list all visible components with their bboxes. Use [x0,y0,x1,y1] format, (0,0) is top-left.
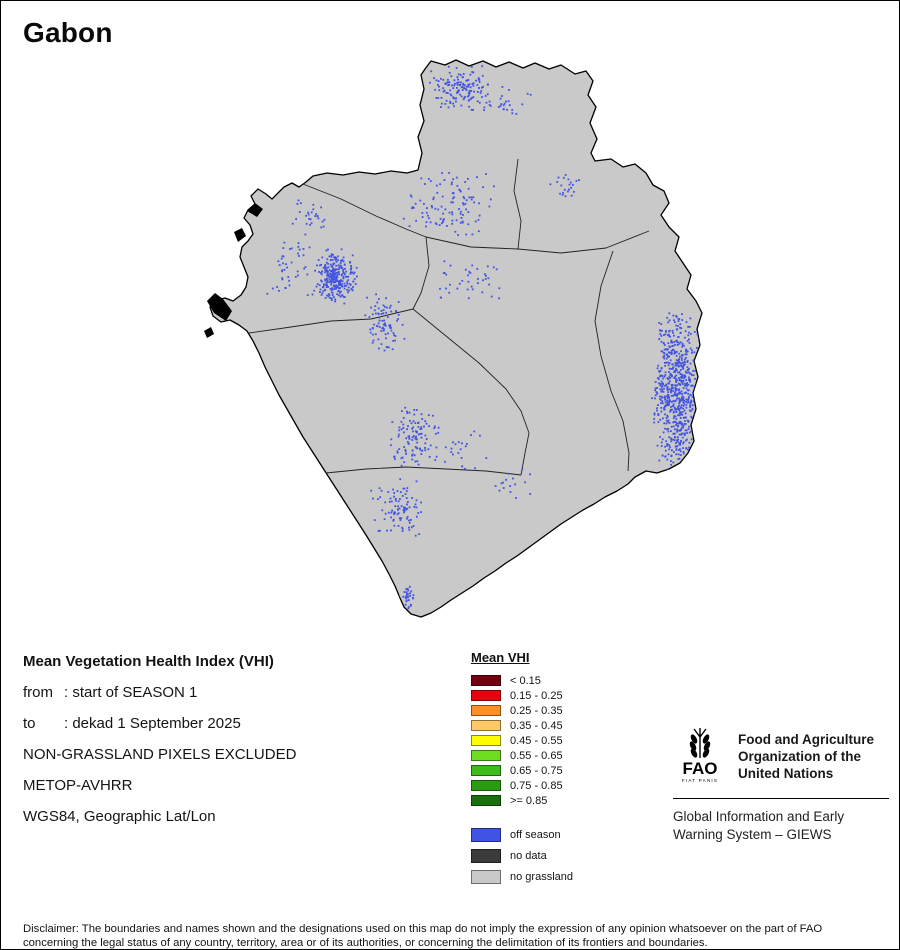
legend-label: no data [510,849,547,862]
legend-row: off season [471,824,573,845]
disclaimer-text: Disclaimer: The boundaries and names sho… [23,923,823,949]
legend-classes: < 0.15 0.15 - 0.25 0.25 - 0.35 0.35 - 0.45 0… [471,673,573,808]
legend-label: 0.65 - 0.75 [510,764,563,777]
legend-swatch [471,827,501,842]
legend-swatch [471,750,501,761]
info-row: from : start of SEASON 1 [23,677,296,708]
info-line: NON-GRASSLAND PIXELS EXCLUDED [23,746,297,763]
legend-label: >= 0.85 [510,794,548,807]
fao-logo-motto: FIAT PANIS [682,778,718,783]
legend-extra: off season no data no grassland [471,824,573,887]
island-shape [234,228,246,242]
off-season-pixels [266,65,702,610]
legend-label: off season [510,828,561,841]
legend-row: 0.45 - 0.55 [471,733,573,748]
map-info-block: Mean Vegetation Health Index (VHI) from:… [23,646,296,832]
province-border [302,183,427,238]
legend-row: 0.15 - 0.25 [471,688,573,703]
legend-label: 0.45 - 0.55 [510,734,563,747]
island-shape [247,203,263,217]
legend-row: >= 0.85 [471,793,573,808]
country-shape [209,59,703,618]
island-shape [204,327,214,338]
legend-swatch [471,690,501,701]
info-line: METOP-AVHRR [23,777,133,794]
legend-title: Mean VHI [471,650,530,665]
info-heading: Mean Vegetation Health Index (VHI) [23,653,274,670]
legend-row: 0.25 - 0.35 [471,703,573,718]
province-border [248,308,414,334]
legend-swatch [471,780,501,791]
fao-logo-icon: FAO FIAT PANIS [682,728,718,783]
legend-label: 0.55 - 0.65 [510,749,563,762]
legend-row: 0.65 - 0.75 [471,763,573,778]
province-border [412,308,530,434]
fao-logo-text: FAO [683,759,718,778]
legend-row: < 0.15 [471,673,573,688]
legend-swatch [471,795,501,806]
info-row-value: : start of SEASON 1 [64,684,198,701]
province-borders [248,158,650,476]
info-row-value: : dekad 1 September 2025 [64,715,241,732]
legend-swatch [471,848,501,863]
fao-org-name: Food and Agriculture Organization of the… [738,732,874,781]
legend-label: 0.75 - 0.85 [510,779,563,792]
legend-swatch [471,705,501,716]
legend-row: no data [471,845,573,866]
province-border [520,432,530,476]
vhi-legend: Mean VHI < 0.15 0.15 - 0.25 0.25 - 0.35 0.3… [471,650,573,887]
page-title: Gabon [23,17,113,48]
province-border [412,236,430,310]
giews-label: Global Information and Early Warning Sys… [673,809,845,842]
legend-swatch [471,765,501,776]
province-border [325,466,522,476]
legend-row: 0.55 - 0.65 [471,748,573,763]
legend-row: no grassland [471,866,573,887]
legend-label: 0.25 - 0.35 [510,704,563,717]
province-border [513,158,522,250]
coastal-islands [204,203,263,338]
legend-label: 0.15 - 0.25 [510,689,563,702]
legend-swatch [471,869,501,884]
info-line: WGS84, Geographic Lat/Lon [23,808,216,825]
legend-swatch [471,720,501,731]
legend-label: < 0.15 [510,674,541,687]
island-shape [207,293,232,321]
fao-header: FAO FIAT PANIS Food and Agriculture Orga… [673,728,889,786]
info-row-label: to [23,715,36,732]
info-rows: from : start of SEASON 1 to : dekad 1 Septe… [23,677,296,832]
legend-swatch [471,675,501,686]
info-row-label: from [23,684,53,701]
gabon-map [204,59,703,618]
province-border [425,230,650,254]
province-border [594,250,630,472]
legend-label: 0.35 - 0.45 [510,719,563,732]
legend-swatch [471,735,501,746]
footer-divider [673,798,889,799]
legend-row: 0.35 - 0.45 [471,718,573,733]
info-row: to : dekad 1 September 2025 [23,708,296,739]
legend-row: 0.75 - 0.85 [471,778,573,793]
legend-label: no grassland [510,870,573,883]
fao-footer: FAO FIAT PANIS Food and Agriculture Orga… [673,728,889,844]
